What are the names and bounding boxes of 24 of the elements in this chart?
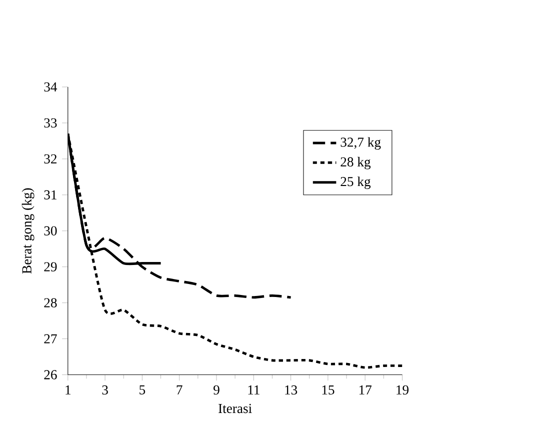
legend-label: 28 kg (340, 156, 371, 170)
x-tick-label: 7 (176, 385, 182, 394)
x-tick-label: 15 (322, 385, 334, 394)
x-tick-label: 19 (396, 385, 409, 394)
legend-label: 25 kg (340, 176, 371, 189)
y-tick-label: 26 (44, 370, 57, 380)
x-tick-label: 1 (66, 385, 70, 394)
y-tick-label: 29 (44, 262, 57, 272)
y-tick-label: 31 (44, 190, 56, 200)
y-axis-title: Berat gong (kg) (22, 188, 34, 274)
y-tick-label: 33 (44, 118, 57, 128)
y-tick-label: 27 (44, 334, 57, 344)
x-tick-label: 9 (214, 385, 220, 394)
x-tick-label: 13 (285, 385, 298, 394)
y-tick-label: 34 (44, 82, 58, 92)
legend-label: 32,7 kg (340, 137, 381, 150)
y-tick-label: 30 (44, 226, 57, 236)
x-tick-label: 3 (102, 385, 108, 394)
x-tick-label: 17 (359, 385, 372, 394)
y-tick-label: 32 (44, 154, 57, 164)
x-axis-title: Iterasi (218, 404, 252, 414)
y-tick-label: 28 (44, 298, 57, 308)
x-tick-label: 5 (140, 385, 146, 394)
x-tick-label: 11 (248, 385, 260, 394)
